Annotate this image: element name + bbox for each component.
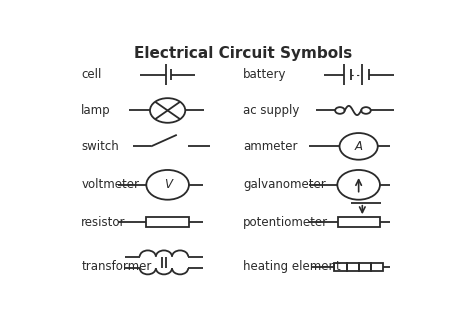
Bar xyxy=(146,217,189,227)
Bar xyxy=(359,263,371,271)
Text: A: A xyxy=(355,140,363,153)
Text: transformer: transformer xyxy=(82,260,152,273)
Text: heating element: heating element xyxy=(243,260,341,273)
Text: galvanometer: galvanometer xyxy=(243,178,326,191)
Text: resistor: resistor xyxy=(82,215,126,228)
Bar xyxy=(334,263,346,271)
Bar xyxy=(346,263,359,271)
Text: ac supply: ac supply xyxy=(243,104,299,117)
Text: switch: switch xyxy=(82,140,119,153)
Text: lamp: lamp xyxy=(82,104,111,117)
Bar xyxy=(371,263,383,271)
Text: V: V xyxy=(164,178,172,191)
Text: battery: battery xyxy=(243,68,286,81)
Text: ammeter: ammeter xyxy=(243,140,297,153)
Text: potentiometer: potentiometer xyxy=(243,215,328,228)
Text: Electrical Circuit Symbols: Electrical Circuit Symbols xyxy=(134,46,352,61)
Text: cell: cell xyxy=(82,68,101,81)
Bar xyxy=(337,217,380,227)
Text: voltmeter: voltmeter xyxy=(82,178,139,191)
